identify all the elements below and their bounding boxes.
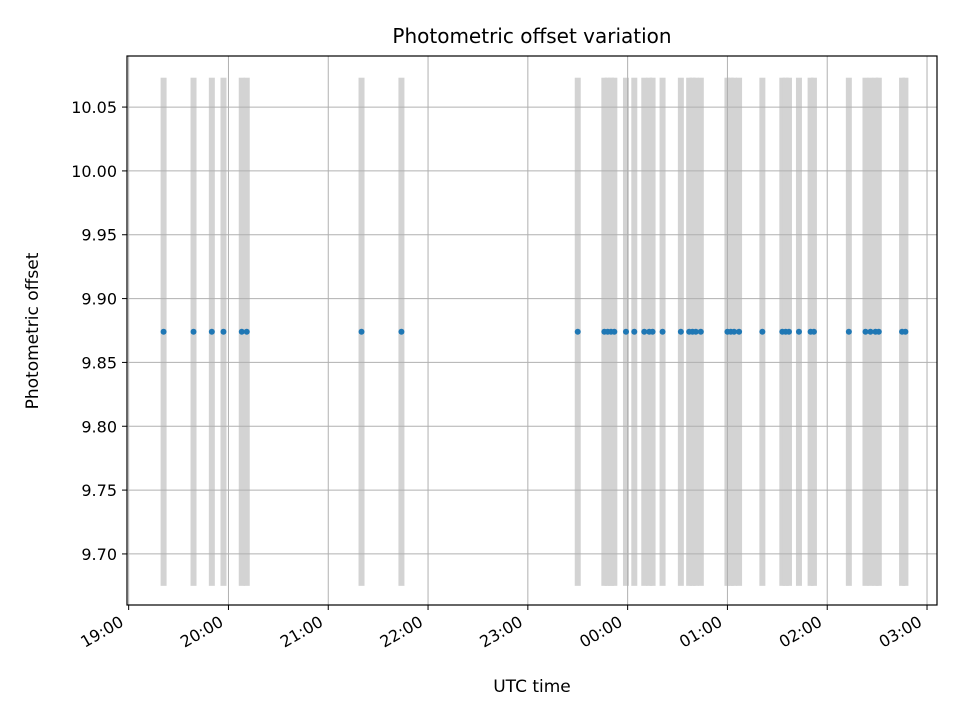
x-axis-label: UTC time <box>493 677 571 697</box>
data-point <box>398 328 405 335</box>
y-tick-label: 10.05 <box>71 98 117 117</box>
y-tick-label: 9.70 <box>81 545 117 564</box>
data-point <box>622 328 629 335</box>
y-tick-label: 9.90 <box>81 290 117 309</box>
x-axis-ticks: 19:00 20:00 21:00 22:00 23:00 00:00 01:00 02:00… <box>77 605 928 652</box>
x-tick-label: 23:00 <box>476 612 525 652</box>
data-point <box>736 328 743 335</box>
data-point <box>867 328 874 335</box>
data-point <box>759 328 766 335</box>
y-tick-label: 9.85 <box>81 353 117 372</box>
data-point <box>902 328 909 335</box>
data-point <box>160 328 167 335</box>
x-tick-label: 00:00 <box>576 612 625 652</box>
data-point <box>810 328 817 335</box>
data-point <box>795 328 802 335</box>
x-tick-label: 22:00 <box>377 612 426 652</box>
data-point <box>697 328 704 335</box>
y-axis-label: Photometric offset <box>23 252 43 409</box>
data-point <box>677 328 684 335</box>
x-tick-label: 20:00 <box>177 612 226 652</box>
data-point <box>358 328 365 335</box>
data-point <box>845 328 852 335</box>
data-point <box>611 328 618 335</box>
data-point <box>785 328 792 335</box>
data-point <box>190 328 197 335</box>
data-point <box>875 328 882 335</box>
grid-lines <box>127 56 937 605</box>
data-point <box>243 328 250 335</box>
data-point <box>659 328 666 335</box>
x-tick-label: 21:00 <box>277 612 326 652</box>
y-tick-label: 10.00 <box>71 162 117 181</box>
chart-title: Photometric offset variation <box>392 24 671 48</box>
data-point <box>731 328 738 335</box>
y-tick-label: 9.95 <box>81 226 117 245</box>
data-point <box>208 328 215 335</box>
y-tick-label: 9.80 <box>81 417 117 436</box>
data-point <box>641 328 648 335</box>
data-point <box>692 328 699 335</box>
x-tick-label: 01:00 <box>676 612 725 652</box>
x-tick-label: 19:00 <box>77 612 126 652</box>
y-tick-label: 9.75 <box>81 481 117 500</box>
data-point <box>220 328 227 335</box>
plot-frame <box>126 55 938 606</box>
data-point <box>574 328 581 335</box>
data-point <box>631 328 638 335</box>
data-point <box>649 328 656 335</box>
data-point <box>862 328 869 335</box>
data-points <box>160 328 909 335</box>
x-tick-label: 02:00 <box>776 612 825 652</box>
x-tick-label: 03:00 <box>876 612 925 652</box>
data-point <box>238 328 245 335</box>
y-axis-ticks: 9.70 9.75 9.80 9.85 9.90 9.95 10.00 10.05 <box>71 98 127 564</box>
